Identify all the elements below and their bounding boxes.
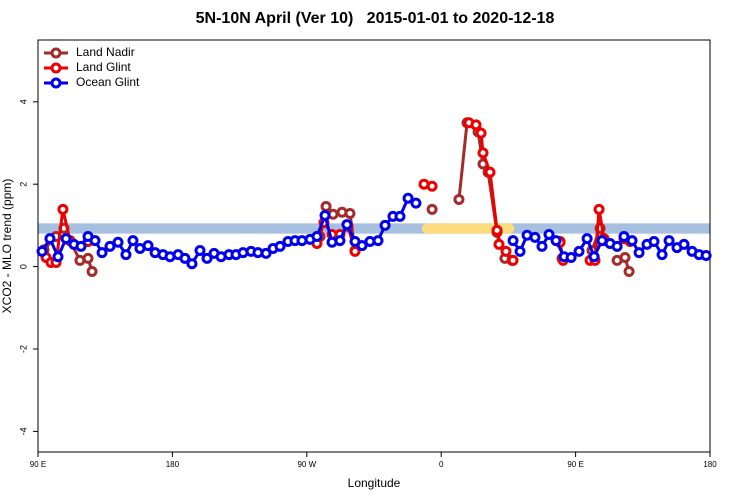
data-point [52, 251, 64, 263]
y-axis-label: XCO2 - MLO trend (ppm) [0, 179, 14, 314]
x-axis-label: Longitude [348, 476, 401, 490]
data-point [356, 240, 368, 252]
data-point [633, 247, 645, 259]
reference-highlight [421, 223, 515, 234]
data-point [96, 247, 108, 259]
data-point [663, 235, 675, 247]
data-point [565, 252, 577, 264]
data-point [179, 252, 191, 264]
data-point [477, 147, 489, 159]
data-point [344, 207, 356, 219]
data-point [529, 231, 541, 243]
data-point [470, 119, 482, 131]
legend-label: Ocean Glint [76, 75, 140, 89]
data-point [86, 266, 98, 278]
data-point [112, 236, 124, 248]
data-point [44, 233, 56, 245]
y-tick-label: -4 [18, 427, 28, 435]
legend-marker [50, 62, 62, 74]
data-point [349, 245, 361, 257]
legend-marker [50, 47, 62, 59]
data-point [493, 238, 505, 250]
data-point [127, 235, 139, 247]
x-tick-label: 90 W [297, 460, 316, 469]
x-tick-label: 180 [166, 460, 180, 469]
data-point [260, 247, 272, 259]
data-point [75, 240, 87, 252]
y-tick-label: 2 [18, 182, 28, 187]
data-point [648, 235, 660, 247]
data-point [514, 245, 526, 257]
data-point [453, 193, 465, 205]
data-point [475, 127, 487, 139]
chart-title: 5N-10N April (Ver 10) 2015-01-01 to 2020… [196, 10, 555, 27]
data-point [57, 203, 69, 215]
data-point [507, 235, 519, 247]
data-point [274, 240, 286, 252]
data-point [500, 245, 512, 257]
x-tick-label: 90 E [567, 460, 583, 469]
data-point [60, 233, 72, 245]
legend-label: Land Nadir [76, 45, 135, 59]
legend-marker [50, 77, 62, 89]
data-point [543, 228, 555, 240]
data-point [311, 231, 323, 243]
y-tick-label: 0 [18, 264, 28, 269]
x-tick-label: 180 [703, 460, 717, 469]
y-tick-label: 4 [18, 99, 28, 104]
data-point [334, 235, 346, 247]
data-point [619, 252, 631, 264]
data-point [194, 245, 206, 257]
data-point [536, 240, 548, 252]
data-point [426, 180, 438, 192]
y-tick-label: -2 [18, 345, 28, 353]
data-point [142, 240, 154, 252]
data-point [593, 203, 605, 215]
reference-band [38, 223, 710, 234]
data-point [581, 233, 593, 245]
data-point [700, 249, 712, 261]
data-point [120, 249, 132, 261]
data-point [573, 245, 585, 257]
data-point [341, 219, 353, 231]
series [36, 192, 712, 270]
data-point [36, 245, 48, 257]
legend-label: Land Glint [76, 60, 131, 74]
data-point [588, 251, 600, 263]
x-tick-label: 90 E [30, 460, 46, 469]
data-point [82, 252, 94, 264]
data-point [394, 210, 406, 222]
data-point [319, 210, 331, 222]
data-point [491, 224, 503, 236]
data-point [379, 219, 391, 231]
data-point [550, 235, 562, 247]
data-point [402, 192, 414, 204]
data-point [89, 235, 101, 247]
data-point [618, 231, 630, 243]
data-point [426, 203, 438, 215]
data-point [626, 235, 638, 247]
data-point [484, 166, 496, 178]
data-point [372, 235, 384, 247]
plot-frame [37, 39, 711, 453]
data-point [611, 240, 623, 252]
data-point [186, 258, 198, 270]
data-point [320, 200, 332, 212]
data-point [678, 238, 690, 250]
data-point [104, 240, 116, 252]
data-point [201, 252, 213, 264]
x-tick-label: 0 [439, 460, 444, 469]
data-point [656, 249, 668, 261]
data-point [623, 266, 635, 278]
data-point [507, 254, 519, 266]
data-point [410, 197, 422, 209]
